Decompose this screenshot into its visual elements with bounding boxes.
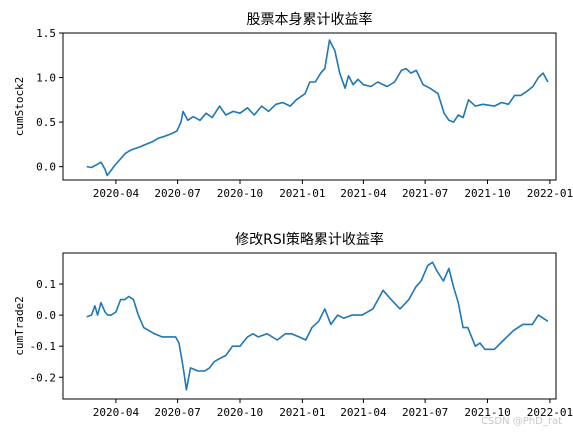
y-tick-label: 1.5 xyxy=(36,27,56,40)
y-tick-label: 0.0 xyxy=(36,161,56,174)
x-tick-label: 2021-10 xyxy=(464,406,510,419)
watermark: CSDN @PhD_rat xyxy=(481,416,562,427)
chart-title: 股票本身累计收益率 xyxy=(247,11,373,28)
x-tick-label: 2020-07 xyxy=(154,406,200,419)
y-axis-label: cumStock2 xyxy=(13,77,26,137)
x-tick-label: 2020-04 xyxy=(93,406,140,419)
y-tick-label: 0.5 xyxy=(36,116,56,129)
y-tick-label: 0.1 xyxy=(36,278,56,291)
x-tick-label: 2021-04 xyxy=(340,187,387,200)
y-tick-label: -0.2 xyxy=(30,371,57,384)
y-tick-label: 0.0 xyxy=(36,309,56,322)
axes-frame xyxy=(62,32,557,181)
y-tick-label: -0.1 xyxy=(30,340,57,353)
x-tick-label: 2021-01 xyxy=(279,406,325,419)
series-line xyxy=(86,39,549,177)
x-tick-label: 2021-01 xyxy=(279,187,325,200)
axes-frame xyxy=(62,252,557,400)
x-tick-label: 2021-04 xyxy=(340,406,387,419)
x-tick-label: 2020-10 xyxy=(217,187,263,200)
y-axis-label: cumTrade2 xyxy=(13,296,26,356)
x-tick-label: 2020-04 xyxy=(93,187,140,200)
x-tick-label: 2020-07 xyxy=(154,187,200,200)
x-tick-label: 2021-07 xyxy=(402,187,448,200)
chart-top: 2020-04 2020-07 2020-10 2021-01 2021-04 2021-… xyxy=(13,11,573,200)
x-tick-label: 2021-10 xyxy=(464,187,510,200)
x-tick-label: 2021-07 xyxy=(402,406,448,419)
x-tick-label: 2022-01 xyxy=(527,187,573,200)
x-tick-label: 2022-01 xyxy=(527,406,573,419)
chart-bottom: 2020-04 2020-07 2020-10 2021-01 2021-04 2021-… xyxy=(13,231,573,419)
y-tick-label: 1.0 xyxy=(36,72,56,85)
x-tick-label: 2020-10 xyxy=(217,406,263,419)
series-line xyxy=(86,261,549,391)
chart-title: 修改RSI策略累计收益率 xyxy=(235,231,384,248)
